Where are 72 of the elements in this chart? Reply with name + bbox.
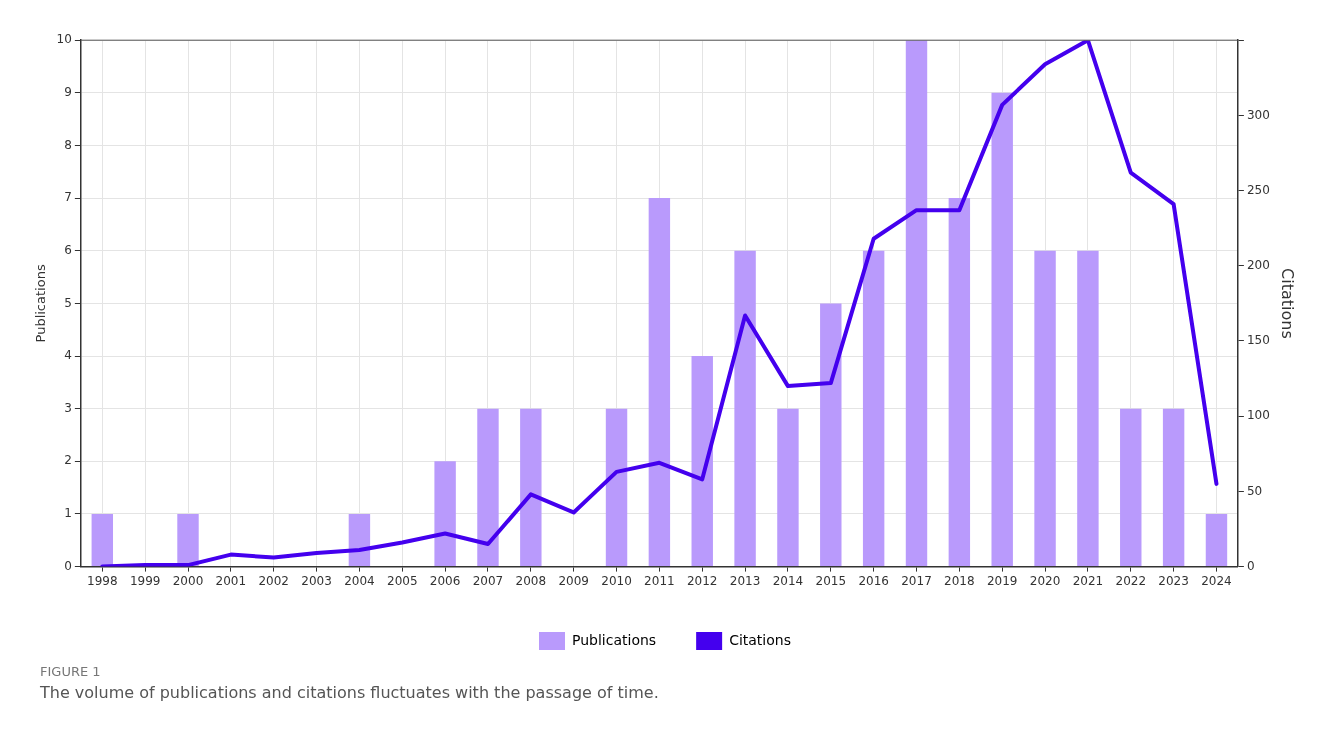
x-tick-label: 2012 (686, 573, 718, 588)
bar (1077, 250, 1099, 567)
y2-axis-title: Citations (1278, 268, 1298, 339)
x-tick-label: 1999 (129, 573, 161, 588)
x-tick-label: 2018 (944, 573, 975, 588)
x-tick-label: 2020 (1029, 573, 1061, 588)
x-tick-label: 2017 (901, 573, 932, 588)
x-tick-label: 2019 (986, 573, 1018, 588)
x-tick-label: 2023 (1158, 573, 1189, 588)
x-tick-label: 2002 (258, 573, 289, 588)
bar (948, 198, 971, 567)
y2-tick-label: 200 (1246, 257, 1270, 272)
legend-label: Publications (572, 631, 657, 648)
bar (734, 250, 756, 567)
y-tick-label: 9 (64, 84, 72, 99)
bar (820, 303, 842, 567)
x-tick-label: 1998 (87, 573, 118, 588)
y2-tick-label: 50 (1246, 483, 1263, 498)
x-tick-label: 2015 (815, 573, 847, 588)
bar (477, 408, 499, 567)
x-tick-label: 2008 (515, 573, 547, 588)
y-tick-label: 10 (56, 32, 72, 47)
x-tick-label: 2016 (858, 573, 889, 588)
text: The volume of publications and citations fluctuates with the passage of time. (40, 683, 659, 702)
bar (91, 513, 114, 567)
bar (648, 198, 671, 567)
x-tick-label: 2000 (172, 573, 204, 588)
y-axis-title: Publications (33, 264, 49, 343)
bar (1120, 408, 1142, 567)
x-tick-label: 2005 (386, 573, 418, 588)
y2-tick-label: 100 (1246, 408, 1270, 423)
y2-tick-label: 0 (1246, 558, 1255, 573)
y-tick-label: 5 (64, 295, 72, 310)
x-tick-label: 2010 (601, 573, 632, 588)
bar (777, 408, 799, 567)
y-tick-label: 2 (64, 453, 72, 468)
x-tick-label: 2004 (344, 573, 375, 588)
x-tick-label: 2013 (729, 573, 761, 588)
y-tick-label: 6 (64, 242, 72, 257)
y-tick-label: 7 (64, 190, 72, 205)
x-tick-label: 2009 (558, 573, 589, 588)
y-tick-label: 1 (64, 506, 72, 521)
bar (520, 408, 542, 567)
bar (434, 461, 456, 567)
x-tick-label: 2022 (1115, 573, 1147, 588)
x-tick-label: 2014 (772, 573, 804, 588)
x-tick-label: 2003 (301, 573, 332, 588)
x-tick-label: 2021 (1072, 573, 1104, 588)
y-tick-label: 3 (64, 400, 72, 415)
legend-label: Citations (729, 631, 791, 648)
y2-tick-label: 250 (1246, 182, 1270, 197)
y-tick-label: 0 (64, 558, 72, 573)
bar (991, 92, 1013, 567)
x-tick-label: 2007 (472, 573, 504, 588)
x-tick-label: 2006 (429, 573, 461, 588)
x-tick-label: 2024 (1201, 573, 1232, 588)
bar (605, 408, 628, 567)
bar (905, 40, 928, 567)
bar (691, 356, 713, 567)
y2-tick-label: 300 (1246, 107, 1270, 122)
bar (177, 513, 199, 567)
x-tick-label: 2011 (644, 573, 675, 588)
bar (1205, 513, 1228, 567)
y-tick-label: 4 (64, 348, 72, 363)
bar (862, 250, 885, 567)
bar (348, 513, 371, 567)
x-tick-label: 2001 (215, 573, 247, 588)
bar (1034, 250, 1056, 567)
y2-tick-label: 150 (1246, 333, 1270, 348)
caption: FIGURE 1 (40, 664, 102, 679)
y-tick-label: 8 (64, 137, 72, 152)
bar (1162, 408, 1185, 567)
